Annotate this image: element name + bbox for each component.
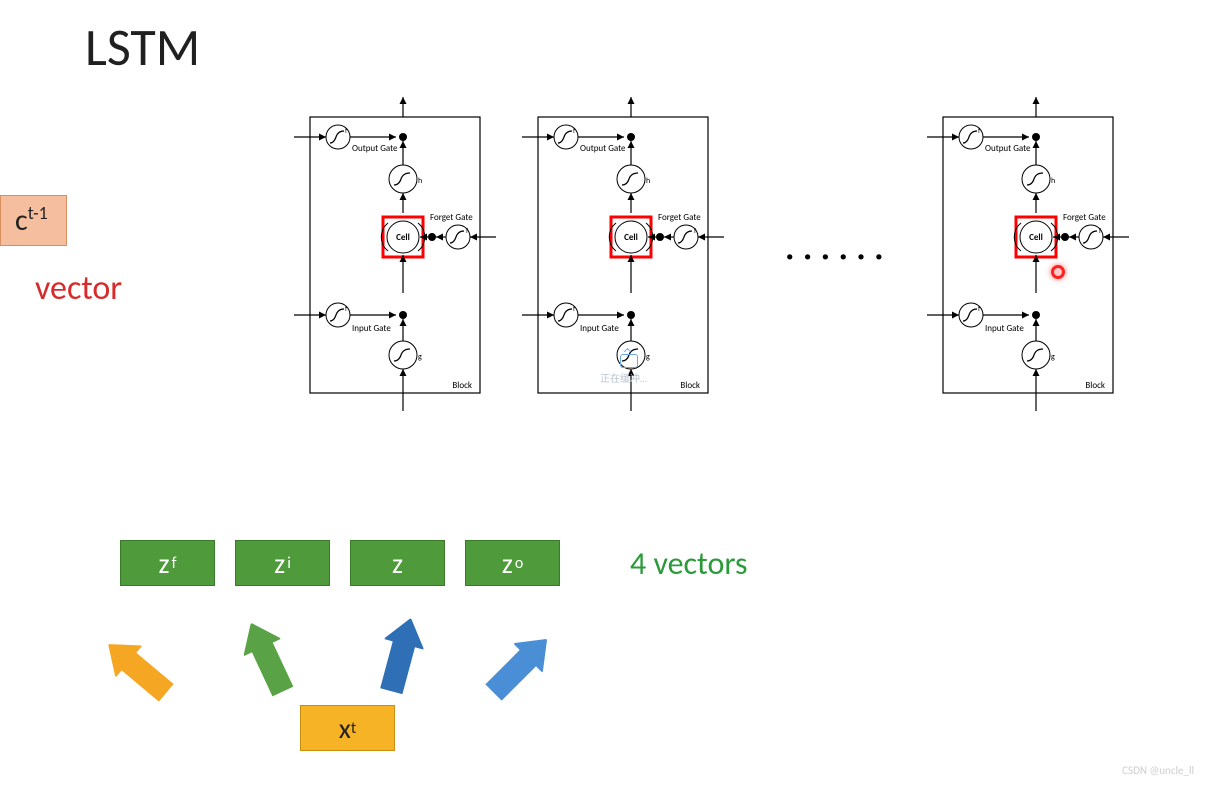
- page-title: LSTM: [85, 15, 200, 79]
- svg-text:Forget Gate: Forget Gate: [658, 212, 701, 223]
- vector-arrow-icon: [96, 629, 183, 711]
- four-vectors-label: 4 vectors: [630, 544, 747, 583]
- z-sup: i: [287, 554, 291, 573]
- svg-text:h: h: [646, 176, 650, 186]
- x-box-base: x: [339, 711, 351, 746]
- svg-text:g: g: [646, 352, 650, 362]
- x-box-sup: t: [351, 719, 356, 738]
- svg-text:Block: Block: [452, 380, 472, 391]
- svg-text:Output Gate: Output Gate: [352, 143, 398, 154]
- vector-label: vector: [35, 268, 122, 309]
- z-base: z: [274, 546, 285, 581]
- svg-text:Block: Block: [1085, 380, 1105, 391]
- tv-icon: [620, 354, 638, 368]
- svg-text:Forget Gate: Forget Gate: [430, 212, 473, 223]
- lstm-block: Block f Output Gate h Cell f Forget Gate…: [290, 95, 500, 415]
- svg-text:Cell: Cell: [624, 232, 638, 243]
- z-sup: o: [515, 554, 523, 573]
- z-boxes-row: zfzizzo4 vectors: [120, 540, 747, 586]
- c-t-minus-1-badge: ct-1: [0, 195, 67, 246]
- svg-text:Output Gate: Output Gate: [580, 143, 626, 154]
- svg-text:g: g: [418, 352, 422, 362]
- svg-text:Input Gate: Input Gate: [352, 323, 391, 334]
- z-sup: f: [172, 554, 177, 573]
- vector-arrow-icon: [371, 614, 430, 702]
- buffering-watermark: 正在缓冲…: [600, 370, 647, 385]
- vector-arrow-icon: [476, 625, 561, 710]
- svg-text:Block: Block: [680, 380, 700, 391]
- x-t-box: xt: [300, 705, 395, 751]
- ellipsis: · · · · · ·: [786, 238, 885, 273]
- svg-text:g: g: [1051, 352, 1055, 362]
- cursor-highlight-icon: [1051, 265, 1065, 279]
- svg-text:h: h: [418, 176, 422, 186]
- svg-text:Input Gate: Input Gate: [985, 323, 1024, 334]
- vector-arrow-icon: [233, 615, 303, 704]
- z-base: z: [502, 546, 513, 581]
- z-base: z: [392, 546, 403, 581]
- svg-text:Cell: Cell: [1029, 232, 1043, 243]
- z-box: zo: [465, 540, 560, 586]
- c-badge-sup: t-1: [28, 202, 48, 224]
- z-box: z: [350, 540, 445, 586]
- svg-text:h: h: [1051, 176, 1055, 186]
- vectors-section: zfzizzo4 vectors: [120, 540, 747, 696]
- svg-text:Forget Gate: Forget Gate: [1063, 212, 1106, 223]
- lstm-cells-row: Block f Output Gate h Cell f Forget Gate…: [290, 95, 1133, 415]
- svg-text:Output Gate: Output Gate: [985, 143, 1031, 154]
- z-base: z: [159, 546, 170, 581]
- svg-text:Cell: Cell: [396, 232, 410, 243]
- svg-text:Input Gate: Input Gate: [580, 323, 619, 334]
- z-box: zf: [120, 540, 215, 586]
- lstm-block: Block f Output Gate h Cell f Forget Gate…: [923, 95, 1133, 415]
- arrows-row: [120, 586, 580, 696]
- c-badge-base: c: [15, 202, 28, 239]
- z-box: zi: [235, 540, 330, 586]
- csdn-watermark: CSDN @uncle_ll: [1122, 764, 1194, 777]
